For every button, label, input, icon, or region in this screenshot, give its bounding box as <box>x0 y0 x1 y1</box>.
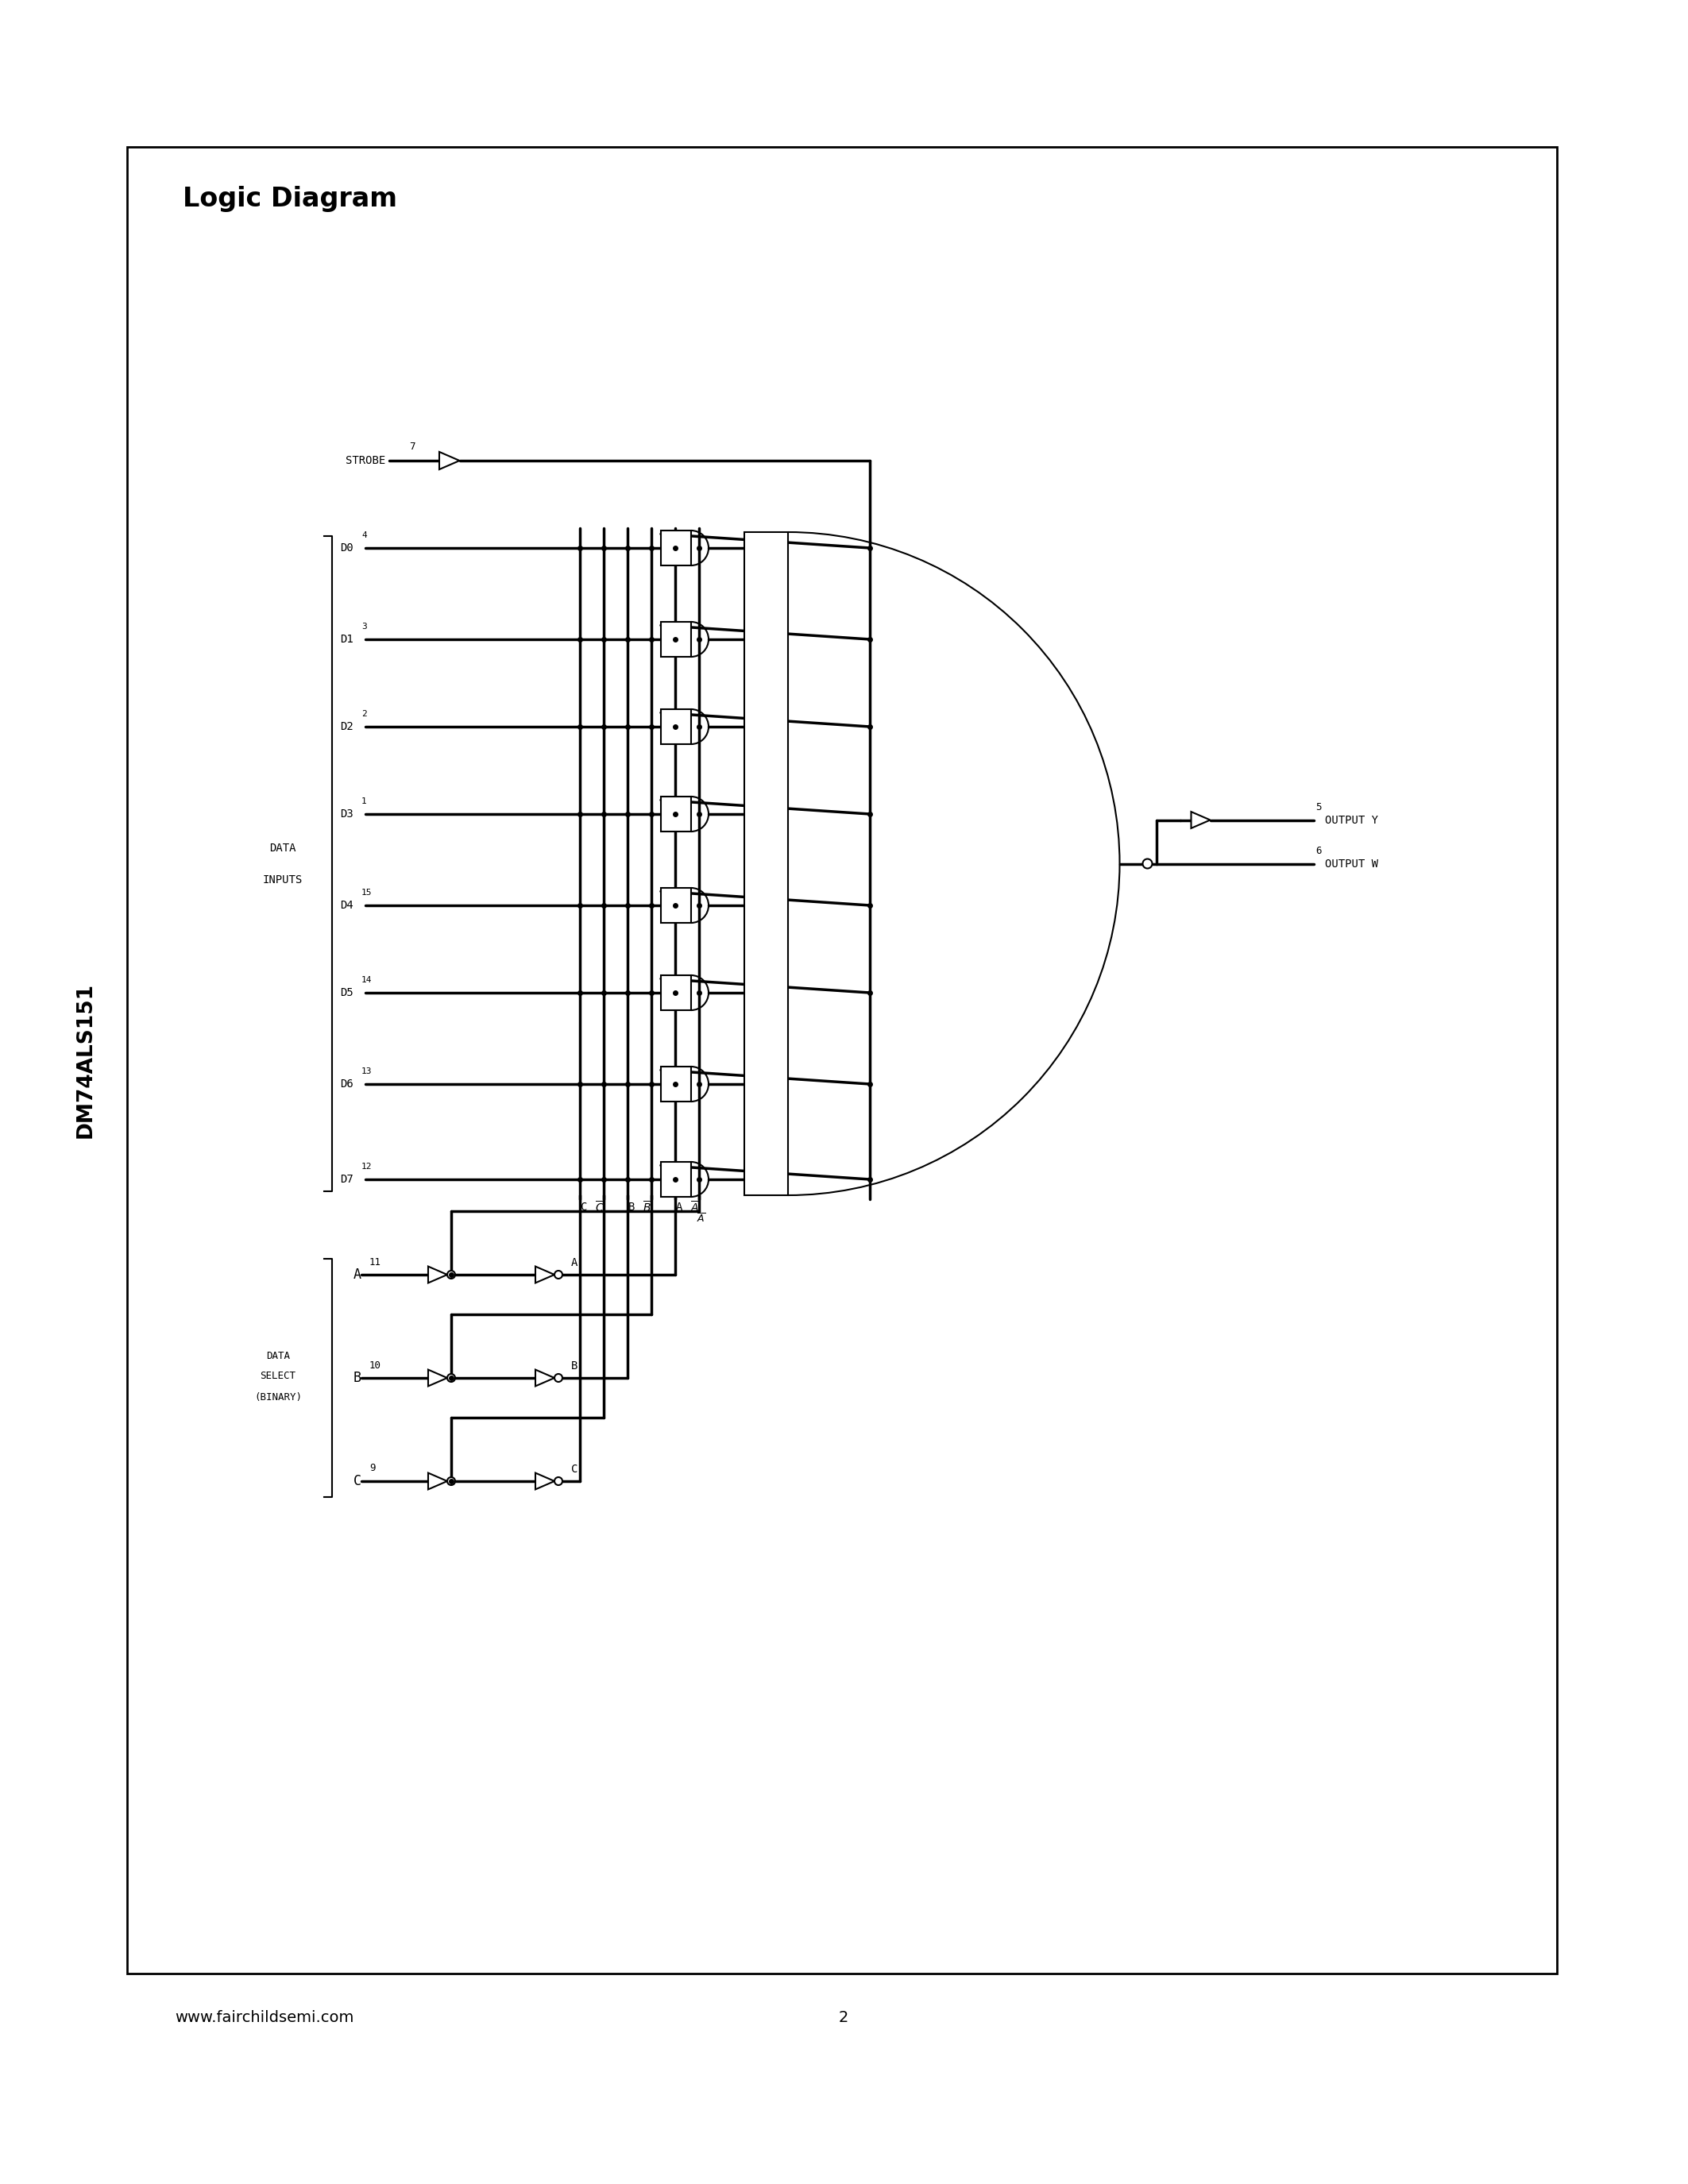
Text: INPUTS: INPUTS <box>263 874 302 885</box>
Text: 7: 7 <box>408 441 415 452</box>
Text: 2: 2 <box>361 710 366 719</box>
Text: 11: 11 <box>370 1256 381 1267</box>
Text: DM74ALS151: DM74ALS151 <box>76 983 96 1138</box>
Text: A: A <box>675 1201 682 1212</box>
Circle shape <box>1143 858 1153 869</box>
Text: A: A <box>571 1258 577 1269</box>
Text: C: C <box>353 1474 361 1487</box>
Text: D6: D6 <box>341 1079 353 1090</box>
Text: 5: 5 <box>1317 802 1322 812</box>
Text: 10: 10 <box>370 1361 381 1369</box>
Bar <box>662 710 690 745</box>
Bar <box>662 531 690 566</box>
Text: D0: D0 <box>341 542 353 553</box>
Text: $\overline{C}$: $\overline{C}$ <box>596 1199 604 1214</box>
Text: D4: D4 <box>341 900 353 911</box>
Text: A: A <box>353 1267 361 1282</box>
Text: 13: 13 <box>361 1068 371 1075</box>
Text: 4: 4 <box>361 531 366 539</box>
Text: D5: D5 <box>341 987 353 998</box>
Text: D3: D3 <box>341 808 353 819</box>
Circle shape <box>554 1374 562 1382</box>
Text: STROBE: STROBE <box>346 454 385 465</box>
Bar <box>662 976 690 1011</box>
Circle shape <box>554 1476 562 1485</box>
Polygon shape <box>535 1267 554 1282</box>
Text: 14: 14 <box>361 976 371 985</box>
Text: B: B <box>571 1361 577 1372</box>
Polygon shape <box>1192 812 1210 828</box>
Text: C: C <box>581 1201 587 1212</box>
Text: $\overline{A}$: $\overline{A}$ <box>690 1199 701 1214</box>
Text: C: C <box>571 1463 577 1474</box>
Bar <box>662 1066 690 1101</box>
Text: D2: D2 <box>341 721 353 732</box>
Bar <box>662 1162 690 1197</box>
Text: B: B <box>628 1201 635 1212</box>
Bar <box>744 533 788 1195</box>
Text: 3: 3 <box>361 622 366 631</box>
Text: 1: 1 <box>361 797 366 806</box>
Text: 2: 2 <box>839 2009 849 2025</box>
Circle shape <box>554 1271 562 1278</box>
Text: 6: 6 <box>1317 845 1322 856</box>
Text: DATA: DATA <box>267 1350 290 1361</box>
Text: SELECT: SELECT <box>260 1372 295 1382</box>
Polygon shape <box>429 1267 447 1282</box>
Text: 15: 15 <box>361 889 371 898</box>
Text: DATA: DATA <box>270 843 295 854</box>
Bar <box>662 797 690 832</box>
Polygon shape <box>429 1472 447 1489</box>
Polygon shape <box>535 1369 554 1387</box>
Text: $\overline{B}$: $\overline{B}$ <box>643 1199 652 1214</box>
Text: OUTPUT Y: OUTPUT Y <box>1325 815 1379 826</box>
Circle shape <box>447 1476 456 1485</box>
Text: (BINARY): (BINARY) <box>255 1391 302 1402</box>
Text: 9: 9 <box>370 1463 375 1474</box>
Circle shape <box>447 1271 456 1278</box>
Text: D1: D1 <box>341 633 353 644</box>
Bar <box>662 889 690 924</box>
Text: B: B <box>353 1372 361 1385</box>
Polygon shape <box>439 452 459 470</box>
Text: Logic Diagram: Logic Diagram <box>182 186 397 212</box>
Text: $\overline{A}$: $\overline{A}$ <box>697 1212 706 1225</box>
Text: 12: 12 <box>361 1162 371 1171</box>
Bar <box>662 622 690 657</box>
Bar <box>127 146 1556 1974</box>
Polygon shape <box>429 1369 447 1387</box>
Text: D7: D7 <box>341 1173 353 1186</box>
Polygon shape <box>535 1472 554 1489</box>
Text: OUTPUT W: OUTPUT W <box>1325 858 1379 869</box>
Circle shape <box>447 1374 456 1382</box>
Text: www.fairchildsemi.com: www.fairchildsemi.com <box>176 2009 354 2025</box>
